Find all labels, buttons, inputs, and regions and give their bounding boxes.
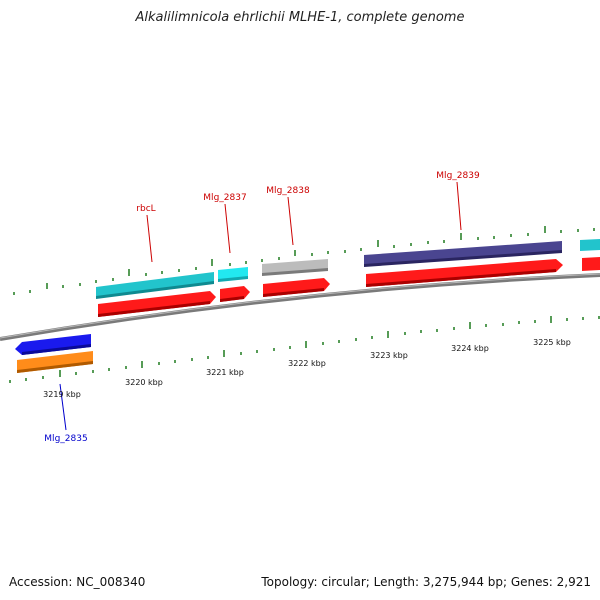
label-leaders	[59, 181, 462, 431]
label-Mlg_2839: Mlg_2839	[436, 171, 480, 181]
kbp-label-3224: 3224 kbp	[451, 344, 489, 353]
cds-rbcL	[98, 291, 216, 317]
accession-text: Accession: NC_008340	[9, 575, 146, 589]
genome-backbone	[0, 273, 600, 341]
label-rbcL: rbcL	[136, 204, 155, 214]
label-Mlg_2835: Mlg_2835	[44, 434, 87, 444]
cds-Mlg_2838	[263, 278, 330, 297]
gene-row-lower	[15, 334, 93, 373]
label-Mlg_2838: Mlg_2838	[266, 186, 310, 196]
gene-next-upper	[580, 239, 600, 251]
gene-Mlg_2835-orange	[17, 351, 93, 373]
kbp-label-3223: 3223 kbp	[370, 351, 408, 360]
cds-Mlg_2839	[366, 259, 563, 287]
cds-next	[582, 257, 600, 271]
gene-Mlg_2835-blue	[15, 334, 91, 355]
label-Mlg_2837: Mlg_2837	[203, 193, 246, 203]
kbp-label-3221: 3221 kbp	[206, 368, 244, 377]
kbp-label-3219: 3219 kbp	[43, 390, 81, 399]
kbp-label-3225: 3225 kbp	[533, 338, 571, 347]
gene-row-upper	[96, 239, 600, 299]
map-title: Alkalilimnicola ehrlichii MLHE-1, comple…	[135, 10, 465, 25]
inner-ticks	[9, 316, 600, 383]
kbp-label-3222: 3222 kbp	[288, 359, 326, 368]
topology-text: Topology: circular; Length: 3,275,944 bp…	[261, 575, 591, 589]
cds-row	[98, 257, 600, 317]
gene-Mlg_2839-upper	[364, 241, 562, 266]
kbp-label-3220: 3220 kbp	[125, 378, 163, 387]
outer-ticks	[13, 226, 595, 295]
gene-rbcL-upper	[96, 272, 214, 298]
